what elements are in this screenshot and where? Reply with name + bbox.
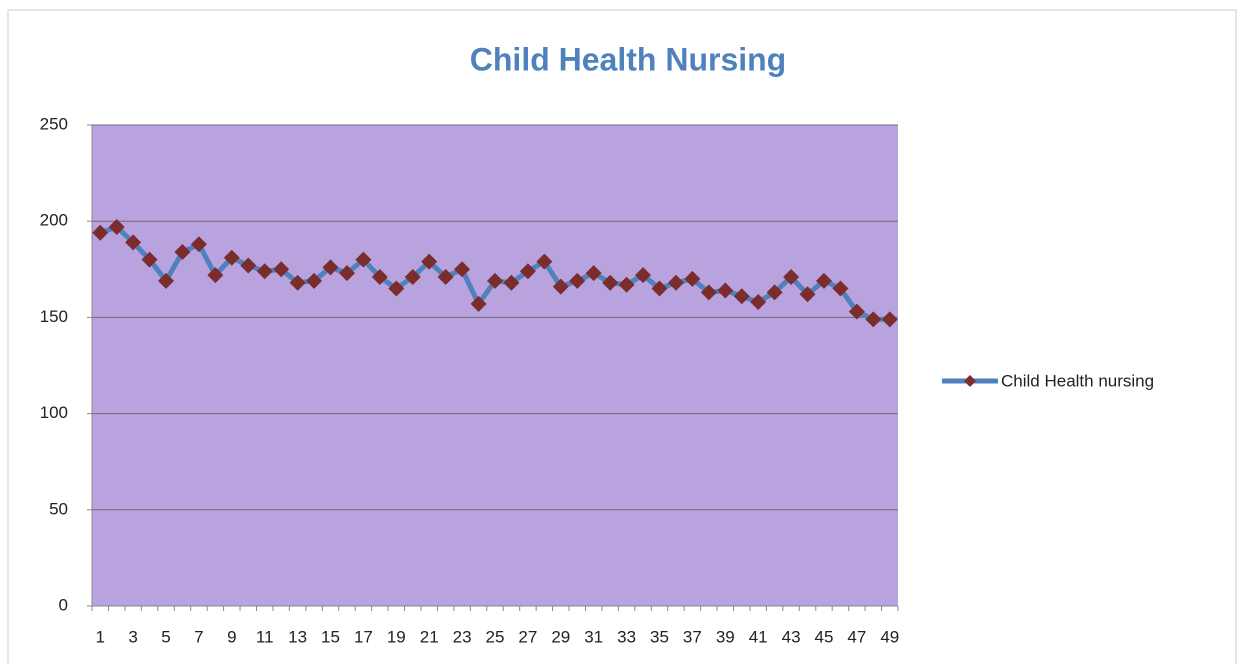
x-tick-label: 39	[716, 627, 735, 646]
y-tick-label: 250	[40, 114, 68, 133]
data-point	[815, 272, 832, 289]
legend-label: Child Health nursing	[1001, 371, 1154, 390]
data-point	[635, 267, 652, 284]
x-tick-label: 29	[551, 627, 570, 646]
data-point	[618, 276, 635, 293]
x-tick-label: 23	[453, 627, 472, 646]
x-tick-label: 21	[420, 627, 439, 646]
data-point	[322, 259, 339, 276]
data-point	[766, 284, 783, 301]
x-tick-label: 43	[782, 627, 801, 646]
x-tick-label: 25	[486, 627, 505, 646]
x-tick-label: 3	[128, 627, 137, 646]
data-point	[306, 272, 323, 289]
data-point	[256, 263, 273, 280]
x-tick-label: 37	[683, 627, 702, 646]
data-point	[536, 253, 553, 270]
data-point	[207, 267, 224, 284]
data-point	[125, 234, 142, 251]
x-tick-label: 7	[194, 627, 203, 646]
data-point	[289, 274, 306, 291]
x-tick-label: 5	[161, 627, 170, 646]
data-point	[223, 249, 240, 266]
data-point	[240, 257, 257, 274]
y-tick-label: 50	[49, 499, 68, 518]
data-point	[503, 274, 520, 291]
data-point	[421, 253, 438, 270]
chart-title: Child Health Nursing	[470, 41, 786, 77]
data-point	[585, 265, 602, 282]
data-point	[651, 280, 668, 297]
x-tick-label: 31	[584, 627, 603, 646]
data-point	[388, 280, 405, 297]
data-point	[174, 243, 191, 260]
data-point	[717, 282, 734, 299]
data-point	[487, 272, 503, 289]
data-point	[108, 218, 125, 235]
data-point	[783, 268, 800, 285]
y-tick-label: 200	[40, 211, 68, 230]
x-tick-label: 49	[880, 627, 899, 646]
data-point	[519, 263, 536, 280]
data-point	[92, 224, 109, 241]
data-point	[141, 251, 158, 268]
y-tick-label: 100	[40, 403, 68, 422]
data-point	[700, 284, 717, 301]
data-point	[799, 286, 816, 303]
data-point	[190, 236, 207, 253]
x-tick-label: 47	[847, 627, 866, 646]
plot-area	[92, 125, 898, 606]
x-tick-label: 19	[387, 627, 406, 646]
legend-marker	[964, 375, 976, 387]
data-point	[437, 268, 454, 285]
data-point	[338, 265, 355, 282]
x-tick-label: 41	[749, 627, 768, 646]
data-point	[684, 270, 701, 287]
x-tick-label: 1	[95, 627, 104, 646]
x-tick-label: 13	[288, 627, 307, 646]
y-tick-label: 150	[40, 307, 68, 326]
x-tick-label: 33	[617, 627, 636, 646]
data-point	[667, 274, 684, 291]
y-tick-label: 0	[59, 595, 68, 614]
data-point	[454, 261, 471, 278]
data-point	[881, 311, 898, 328]
data-point	[848, 303, 865, 320]
x-tick-label: 11	[256, 627, 274, 646]
x-tick-label: 15	[321, 627, 340, 646]
x-tick-label: 17	[354, 627, 373, 646]
data-point	[404, 268, 421, 285]
data-point	[158, 272, 175, 289]
data-point	[355, 251, 372, 268]
x-tick-label: 27	[518, 627, 537, 646]
data-point	[273, 261, 290, 278]
x-tick-label: 45	[815, 627, 834, 646]
data-point	[865, 311, 882, 328]
data-point	[602, 274, 619, 291]
data-point	[750, 294, 767, 311]
data-point	[470, 295, 487, 312]
data-point	[569, 272, 586, 289]
x-tick-label: 35	[650, 627, 669, 646]
data-point	[552, 278, 569, 295]
data-point	[832, 280, 849, 297]
chart-border	[7, 9, 1237, 664]
x-tick-label: 9	[227, 627, 236, 646]
data-point	[733, 288, 750, 305]
data-point	[371, 268, 388, 285]
